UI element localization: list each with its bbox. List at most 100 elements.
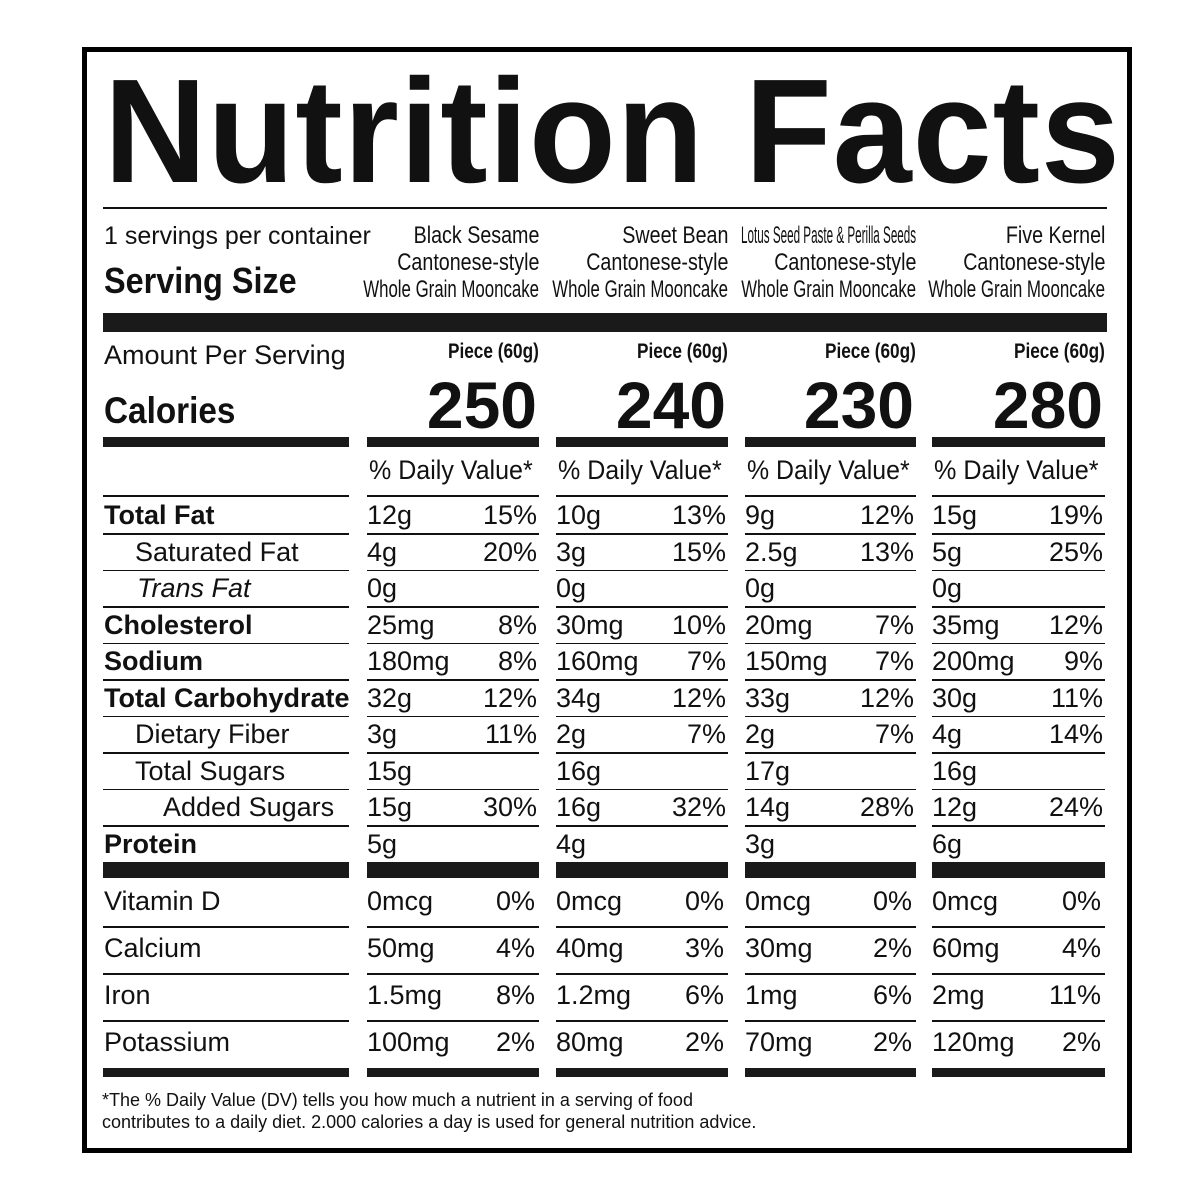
- vitamin-amount: 30mg: [745, 933, 813, 963]
- product-name-line-text: Whole Grain Mooncake: [928, 276, 1105, 303]
- row-divider: [556, 1020, 728, 1022]
- nutrient-amount: 25mg: [367, 609, 435, 640]
- divider: [745, 495, 916, 497]
- row-divider: [103, 752, 349, 754]
- nutrient-label: Cholesterol: [104, 609, 253, 640]
- product-name-line: Whole Grain Mooncake: [739, 276, 916, 303]
- vitamin-daily-value: 8%: [495, 980, 535, 1010]
- vitamin-daily-value: 6%: [872, 980, 912, 1010]
- thick-divider: [556, 1068, 728, 1077]
- calories-divider: [556, 437, 728, 447]
- daily-value-header-text: % Daily Value*: [558, 455, 722, 485]
- row-divider: [556, 788, 728, 790]
- nutrient-amount: 32g: [367, 682, 413, 713]
- vitamin-daily-value: 4%: [495, 933, 535, 963]
- nutrient-amount: 14g: [745, 792, 791, 822]
- row-divider: [932, 825, 1105, 827]
- vitamin-amount: 70mg: [745, 1027, 813, 1057]
- nutrient-amount: 20mg: [745, 609, 813, 640]
- row-divider: [932, 533, 1105, 535]
- product-name-line: Whole Grain Mooncake: [361, 276, 539, 303]
- nutrient-daily-value: 14%: [1048, 719, 1103, 749]
- nutrient-amount: 15g: [367, 755, 413, 786]
- nutrient-daily-value: 7%: [686, 646, 726, 676]
- nutrient-amount: 3g: [556, 536, 587, 567]
- divider: [556, 495, 728, 497]
- row-divider: [367, 533, 539, 535]
- nutrient-label: Trans Fat: [137, 573, 251, 603]
- row-divider: [745, 642, 916, 644]
- nutrient-daily-value: 19%: [1048, 500, 1103, 530]
- nutrient-amount: 15g: [932, 500, 978, 530]
- daily-value-header: % Daily Value*: [369, 455, 535, 486]
- row-divider: [556, 973, 728, 975]
- vitamin-daily-value: 11%: [1048, 980, 1101, 1010]
- row-divider: [932, 715, 1105, 717]
- vitamin-amount: 0mcg: [367, 886, 434, 916]
- thick-divider: [932, 862, 1105, 878]
- nutrient-label: Saturated Fat: [135, 536, 299, 567]
- nutrient-amount: 180mg: [367, 646, 450, 676]
- nutrient-daily-value: 15%: [671, 536, 726, 567]
- nutrient-daily-value: 8%: [497, 609, 537, 640]
- nutrient-amount: 3g: [745, 828, 776, 859]
- vitamin-label: Potassium: [104, 1027, 231, 1057]
- thick-divider: [932, 1068, 1105, 1077]
- calories-value: 250: [367, 372, 537, 438]
- servings-per-container: 1 servings per container: [104, 222, 371, 250]
- row-divider: [103, 825, 349, 827]
- label-border: [82, 47, 1132, 1153]
- product-name-line: Cantonese-style: [361, 249, 539, 276]
- vitamin-amount: 50mg: [367, 933, 435, 963]
- product-name-line: Sweet Bean: [550, 222, 728, 249]
- row-divider: [103, 533, 349, 535]
- row-divider: [556, 642, 728, 644]
- thick-divider: [103, 1068, 349, 1077]
- nutrient-daily-value: 9%: [1063, 646, 1103, 676]
- vitamin-label: Vitamin D: [104, 886, 221, 916]
- nutrient-daily-value: 25%: [1048, 536, 1103, 567]
- nutrient-label: Total Sugars: [135, 755, 286, 786]
- footnote-line-2: contributes to a daily diet. 2.000 calor…: [102, 1112, 757, 1132]
- row-divider: [367, 715, 539, 717]
- row-divider: [932, 642, 1105, 644]
- row-divider: [103, 973, 349, 975]
- vitamin-amount: 1.5mg: [367, 980, 443, 1010]
- calories-value-text: 240: [615, 368, 726, 442]
- vitamin-amount: 0mcg: [556, 886, 623, 916]
- product-name-line-text: Whole Grain Mooncake: [363, 276, 539, 303]
- vitamin-amount: 0mcg: [745, 886, 812, 916]
- nutrient-daily-value: 7%: [874, 646, 914, 676]
- nutrient-amount: 3g: [367, 719, 398, 749]
- row-divider: [745, 752, 916, 754]
- thick-divider: [745, 862, 916, 878]
- serving-size-value: Piece (60g): [556, 340, 728, 364]
- divider: [367, 495, 539, 497]
- daily-value-header: % Daily Value*: [934, 455, 1101, 486]
- calories-value-text: 250: [426, 368, 537, 442]
- row-divider: [745, 569, 916, 571]
- row-divider: [932, 1020, 1105, 1022]
- nutrient-amount: 160mg: [556, 646, 639, 676]
- thick-divider: [367, 1068, 539, 1077]
- nutrient-daily-value: 7%: [874, 719, 914, 749]
- vitamin-daily-value: 2%: [684, 1027, 724, 1057]
- thick-divider: [745, 1068, 916, 1077]
- nutrient-daily-value: 12%: [859, 500, 914, 530]
- row-divider: [367, 606, 539, 608]
- serving-size-value-text: Piece (60g): [448, 340, 539, 363]
- nutrient-daily-value: 20%: [482, 536, 537, 567]
- row-divider: [556, 533, 728, 535]
- vitamin-daily-value: 2%: [1061, 1027, 1101, 1057]
- thick-divider: [103, 313, 1107, 332]
- nutrient-daily-value: 11%: [1050, 682, 1103, 713]
- row-divider: [556, 606, 728, 608]
- nutrient-amount: 12g: [367, 500, 413, 530]
- row-divider: [745, 973, 916, 975]
- serving-size-value: Piece (60g): [745, 340, 916, 364]
- nutrient-daily-value: 12%: [482, 682, 537, 713]
- daily-value-header: % Daily Value*: [747, 455, 912, 486]
- row-divider: [745, 533, 916, 535]
- nutrient-amount: 4g: [367, 536, 398, 567]
- nutrient-amount: 4g: [932, 719, 963, 749]
